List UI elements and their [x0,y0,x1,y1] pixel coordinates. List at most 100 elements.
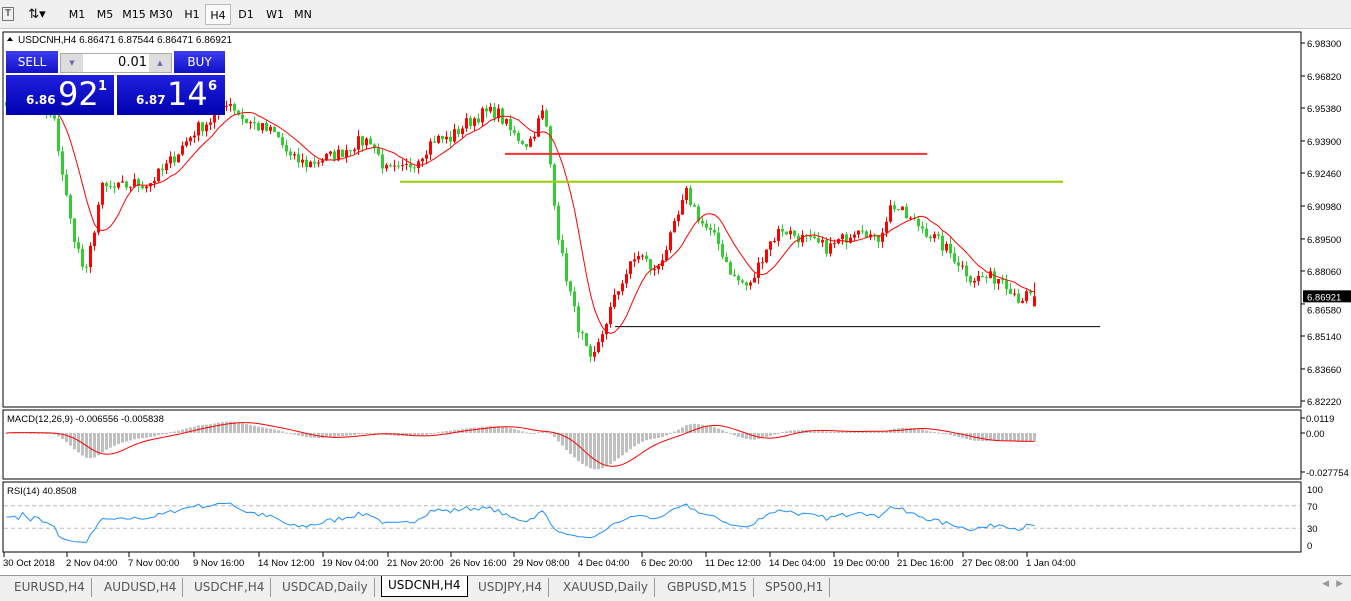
tab-xauusd-daily[interactable]: XAUUSD,Daily [557,578,656,597]
macd-tick-label: 0.00 [1306,429,1325,440]
date-label: 1 Jan 04:00 [1026,558,1076,569]
candle-body [129,186,132,188]
timeframe-mn[interactable]: MN [294,8,312,21]
candle-body [825,239,828,254]
macd-histogram-bar [113,433,116,446]
macd-histogram-bar [965,433,968,439]
timeframe-h4[interactable]: H4 [205,4,231,25]
timeframe-m15[interactable]: M15 [122,8,146,21]
tab-usdjpy-h4[interactable]: USDJPY,H4 [472,578,549,597]
lot-increase-icon[interactable]: ▲ [149,54,171,72]
macd-histogram-bar [501,426,504,433]
candle-body [593,352,596,357]
lot-decrease-icon[interactable]: ▼ [61,54,83,72]
macd-histogram-bar [985,433,988,442]
candle-body [757,262,760,278]
candle-body [181,145,184,155]
macd-histogram-bar [713,427,716,433]
macd-histogram-bar [321,433,324,438]
macd-histogram-bar [553,433,556,437]
chart-window[interactable]: 0.0119 0.00 -0.027754 100 70 30 0 6.98300 6.9682… [0,29,1351,575]
timeframe-w1[interactable]: W1 [266,8,284,21]
candle-body [401,164,404,166]
candle-body [1009,289,1012,295]
text-tool-icon[interactable]: T [2,7,14,21]
candle-body [445,136,448,140]
candle-body [273,127,276,132]
price-chart[interactable]: 0.0119 0.00 -0.027754 100 70 30 0 6.98300 6.9682… [0,29,1351,575]
macd-histogram-bar [721,430,724,433]
timeframe-m5[interactable]: M5 [96,8,114,21]
macd-histogram-bar [337,433,340,437]
macd-histogram-bar [873,431,876,433]
collapse-triangle-icon[interactable] [7,37,13,41]
candle-body [237,110,240,115]
macd-histogram-bar [489,425,492,433]
sell-button[interactable]: SELL [6,51,58,73]
candle-body [241,114,244,119]
candle-body [545,110,548,127]
candle-body [389,165,392,167]
macd-histogram-bar [521,431,524,433]
candle-body [833,243,836,245]
candle-body [573,291,576,307]
macd-histogram-bar [637,433,640,444]
macd-histogram-bar [1025,433,1028,442]
candle-body [877,234,880,242]
candle-body [949,243,952,254]
candle-body [645,255,648,260]
macd-histogram-bar [717,428,720,433]
candle-body [781,228,784,232]
candle-body [849,237,852,243]
candle-body [361,136,364,146]
sell-price[interactable]: 6.86 92 1 [6,75,114,115]
candle-body [713,229,716,233]
tab-usdcnh-h4[interactable]: USDCNH,H4 [381,576,468,597]
buy-price[interactable]: 6.87 14 6 [117,75,225,115]
candle-body [201,122,204,132]
macd-histogram-bar [825,431,828,433]
macd-histogram-bar [885,430,888,433]
tab-usdcad-daily[interactable]: USDCAD,Daily [276,578,375,597]
tab-scroll-right-icon[interactable]: ▶ [1336,579,1343,589]
candle-body [489,106,492,112]
timeframe-m1[interactable]: M1 [68,8,86,21]
macd-histogram-bar [157,433,160,436]
tab-sp500-h1[interactable]: SP500,H1 [759,578,831,597]
timeframe-d1[interactable]: D1 [238,8,254,21]
candle-body [393,165,396,167]
lot-value[interactable]: 0.01 [118,55,147,70]
macd-histogram-bar [905,427,908,433]
macd-histogram-bar [629,433,632,450]
buy-button[interactable]: BUY [174,51,225,73]
macd-histogram-bar [253,425,256,433]
candle-body [541,110,544,119]
macd-histogram-bar [485,426,488,433]
line-tools-dropdown-icon[interactable]: ⇅▾ [28,7,46,22]
tab-scroll-left-icon[interactable]: ◀ [1322,579,1329,589]
tab-gbpusd-m15[interactable]: GBPUSD,M15 [661,578,754,597]
macd-histogram-bar [529,432,532,434]
candle-body [845,234,848,243]
macd-histogram-bar [457,429,460,433]
date-label: 9 Nov 16:00 [193,558,244,569]
tab-eurusd-h4[interactable]: EURUSD,H4 [8,578,92,597]
candle-body [113,186,116,188]
macd-histogram-bar [549,433,552,434]
tab-audusd-h4[interactable]: AUDUSD,H4 [98,578,184,597]
macd-histogram-bar [541,431,544,433]
macd-histogram-bar [221,422,224,433]
macd-histogram-bar [821,430,824,433]
candle-body [717,232,720,245]
candle-body [289,151,292,156]
macd-histogram-bar [581,433,584,464]
timeframe-h1[interactable]: H1 [184,8,200,21]
macd-histogram-bar [273,429,276,433]
lot-size-input[interactable]: ▼ 0.01 ▲ [60,53,172,73]
macd-histogram-bar [433,433,436,434]
macd-histogram-bar [61,433,64,439]
candle-body [317,162,320,164]
macd-histogram-bar [69,433,72,446]
tab-usdchf-h4[interactable]: USDCHF,H4 [188,578,272,597]
timeframe-m30[interactable]: M30 [149,8,173,21]
